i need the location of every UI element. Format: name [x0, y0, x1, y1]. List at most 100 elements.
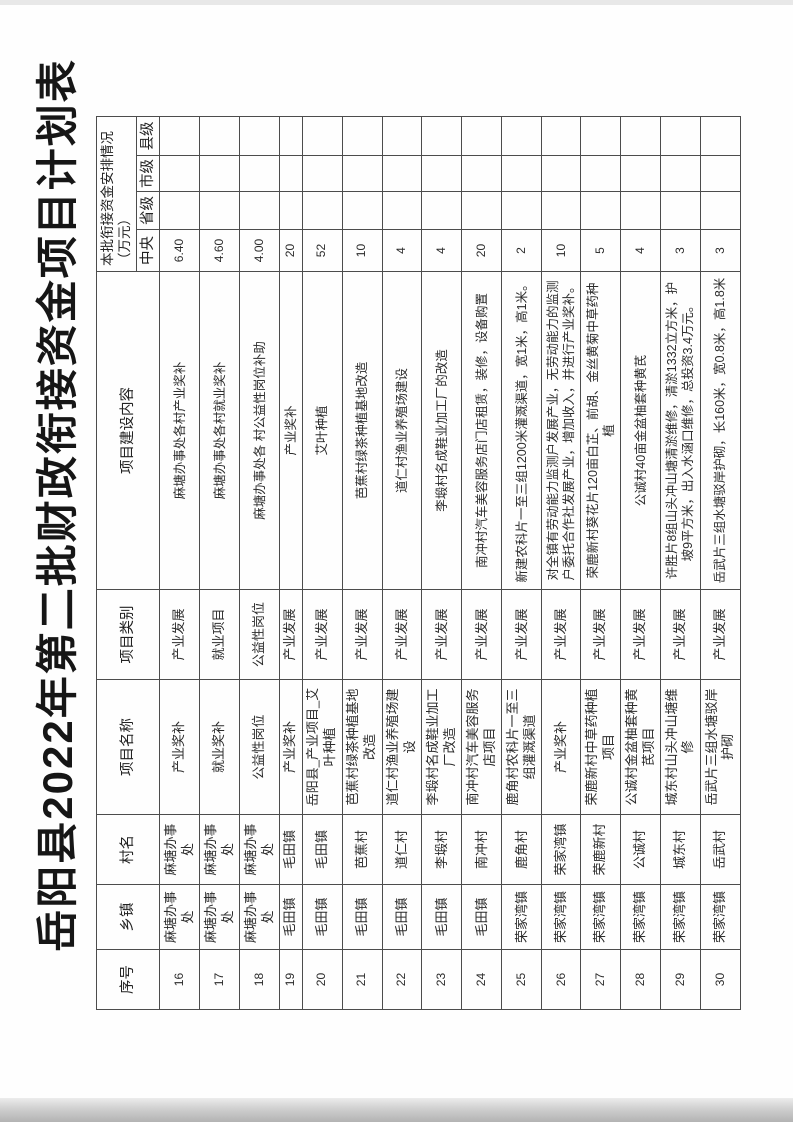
header-funding-group: 本批衔接资金安排情况（万元）	[96, 116, 137, 272]
cell-central: 10	[541, 229, 581, 272]
cell-category: 产业发展	[501, 589, 542, 680]
cell-municipal	[461, 155, 502, 192]
cell-seq: 25	[501, 949, 542, 1010]
header-content: 项目建设内容	[96, 271, 160, 590]
cell-project-name: 就业奖补	[199, 679, 240, 815]
cell-county	[342, 116, 383, 156]
header-central: 中央	[136, 229, 160, 272]
cell-project-name: 城东村山头冲山塘维修	[660, 679, 701, 815]
cell-provincial	[660, 191, 701, 230]
cell-village: 南冲村	[461, 814, 502, 885]
cell-village: 毛田镇	[279, 814, 303, 885]
cell-county	[660, 116, 701, 156]
scan-edge-shadow	[0, 1098, 793, 1122]
cell-township: 麻塘办事处	[239, 884, 280, 950]
cell-township: 荣家湾镇	[660, 884, 701, 950]
cell-seq: 28	[620, 949, 661, 1010]
cell-municipal	[382, 155, 422, 192]
cell-category: 产业发展	[382, 589, 422, 680]
cell-village: 芭蕉村	[342, 814, 383, 885]
cell-category: 产业发展	[541, 589, 581, 680]
cell-municipal	[660, 155, 701, 192]
cell-township: 毛田镇	[302, 884, 343, 950]
cell-township: 毛田镇	[342, 884, 383, 950]
cell-content: 李塅村名成鞋业加工厂的改造	[421, 271, 462, 590]
table-row: 20 毛田镇 毛田镇 岳阳县_产业项目_艾叶种植 产业发展 艾叶种植 52	[302, 116, 343, 1010]
cell-project-name: 岳武片三组水塘驳岸护砌	[700, 679, 741, 815]
table-row: 18 麻塘办事处 麻塘办事处 公益性岗位 公益性岗位 麻塘办事处各 村公益性岗位…	[239, 116, 280, 1010]
cell-category: 产业发展	[342, 589, 383, 680]
cell-provincial	[199, 191, 240, 230]
cell-content: 麻塘办事处各村就业奖补	[199, 271, 240, 590]
header-township: 乡镇	[96, 884, 160, 950]
cell-seq: 30	[700, 949, 741, 1010]
cell-project-name: 公诚村金盆柚套种黄芪项目	[620, 679, 661, 815]
cell-content: 南冲村汽车美容服务店门店租赁，装修，设备购置	[461, 271, 502, 590]
table-row: 30 荣家湾镇 岳武村 岳武片三组水塘驳岸护砌 产业发展 岳武片三组水塘驳岸护砌…	[700, 116, 741, 1010]
cell-township: 毛田镇	[421, 884, 462, 950]
cell-category: 产业发展	[461, 589, 502, 680]
table-row: 16 麻塘办事处 麻塘办事处 产业奖补 产业发展 麻塘办事处各村产业奖补 6.4…	[159, 116, 200, 1010]
cell-project-name: 荣鹿新村中草药种植项目	[580, 679, 621, 815]
cell-provincial	[461, 191, 502, 230]
cell-village: 岳武村	[700, 814, 741, 885]
cell-content: 新建农科片一至三组1200米灌溉渠道，宽1米，高1米。	[501, 271, 542, 590]
cell-content: 麻塘办事处各村产业奖补	[159, 271, 200, 590]
cell-seq: 22	[382, 949, 422, 1010]
cell-seq: 24	[461, 949, 502, 1010]
cell-township: 荣家湾镇	[620, 884, 661, 950]
cell-township: 荣家湾镇	[580, 884, 621, 950]
cell-county	[239, 116, 280, 156]
cell-content: 岳武片三组水塘驳岸护砌，长160米，宽0.8米，高1.8米	[700, 271, 741, 590]
cell-municipal	[342, 155, 383, 192]
cell-category: 公益性岗位	[239, 589, 280, 680]
cell-municipal	[279, 155, 303, 192]
cell-municipal	[239, 155, 280, 192]
cell-seq: 17	[199, 949, 240, 1010]
cell-county	[199, 116, 240, 156]
cell-project-name: 岳阳县_产业项目_艾叶种植	[302, 679, 343, 815]
table-row: 24 毛田镇 南冲村 南冲村汽车美容服务店项目 产业发展 南冲村汽车美容服务店门…	[461, 116, 502, 1010]
cell-municipal	[700, 155, 741, 192]
cell-central: 10	[342, 229, 383, 272]
cell-village: 麻塘办事处	[199, 814, 240, 885]
header-project-category: 项目类别	[96, 589, 160, 680]
cell-project-name: 芭蕉村绿茶种植基地改造	[342, 679, 383, 815]
table-row: 23 毛田镇 李塅村 李塅村名成鞋业加工厂改造 产业发展 李塅村名成鞋业加工厂的…	[421, 116, 462, 1010]
cell-village: 鹿角村	[501, 814, 542, 885]
cell-category: 产业发展	[279, 589, 303, 680]
cell-provincial	[159, 191, 200, 230]
cell-seq: 20	[302, 949, 343, 1010]
table-row: 28 荣家湾镇 公诚村 公诚村金盆柚套种黄芪项目 产业发展 公诚村40亩金盆柚套…	[620, 116, 661, 1010]
cell-category: 就业项目	[199, 589, 240, 680]
cell-county	[302, 116, 343, 156]
cell-content: 产业奖补	[279, 271, 303, 590]
cell-village: 麻塘办事处	[159, 814, 200, 885]
project-plan-table: 序号 乡镇 村名 项目名称 项目类别 项目建设内容 本批衔接资金安排情况（万元）…	[96, 116, 741, 1010]
cell-seq: 21	[342, 949, 383, 1010]
cell-municipal	[580, 155, 621, 192]
cell-central: 4.60	[199, 229, 240, 272]
cell-central: 4.00	[239, 229, 280, 272]
cell-content: 对全镇有劳动能力监测户发展产业，无劳动能力的监测户委托合作社发展产业，增加收入，…	[541, 271, 581, 590]
cell-project-name: 产业奖补	[279, 679, 303, 815]
cell-township: 荣家湾镇	[700, 884, 741, 950]
cell-village: 毛田镇	[302, 814, 343, 885]
cell-category: 产业发展	[302, 589, 343, 680]
cell-township: 毛田镇	[279, 884, 303, 950]
cell-content: 麻塘办事处各 村公益性岗位补助	[239, 271, 280, 590]
cell-provincial	[302, 191, 343, 230]
cell-project-name: 鹿角村农科片一至三组灌溉渠道	[501, 679, 542, 815]
cell-village: 荣鹿新村	[580, 814, 621, 885]
cell-central: 2	[501, 229, 542, 272]
cell-provincial	[700, 191, 741, 230]
cell-category: 产业发展	[700, 589, 741, 680]
cell-county	[501, 116, 542, 156]
scan-edge-shadow-right	[0, 0, 793, 5]
cell-seq: 27	[580, 949, 621, 1010]
cell-provincial	[239, 191, 280, 230]
header-county: 县级	[136, 116, 160, 156]
cell-project-name: 李塅村名成鞋业加工厂改造	[421, 679, 462, 815]
cell-municipal	[620, 155, 661, 192]
cell-seq: 16	[159, 949, 200, 1010]
